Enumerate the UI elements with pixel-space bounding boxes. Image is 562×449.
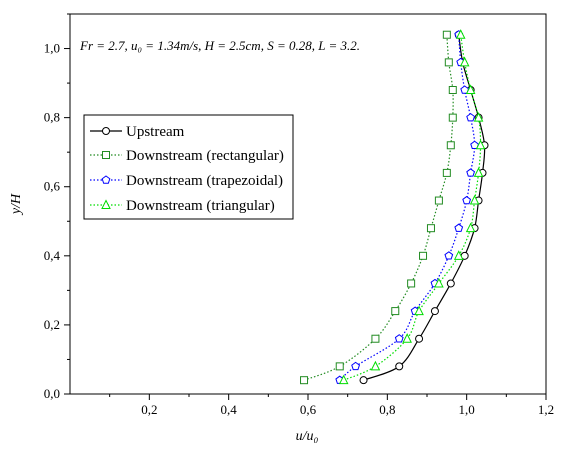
legend-label: Downstream (rectangular) (126, 148, 284, 164)
y-tick-label: 0,8 (44, 110, 60, 125)
legend-marker (102, 127, 110, 135)
data-point (448, 86, 457, 94)
series-1 (300, 30, 457, 385)
series-layer (300, 29, 489, 385)
data-point (453, 250, 464, 260)
data-point (465, 222, 476, 233)
data-point (300, 376, 309, 385)
legend-item: Upstream (90, 124, 185, 140)
data-point (442, 168, 451, 177)
data-point (470, 140, 479, 150)
y-tick-label: 0,4 (44, 248, 61, 263)
legend-item: Downstream (triangular) (90, 198, 275, 214)
data-point (391, 307, 400, 316)
legend-label: Downstream (trapezoidal) (126, 173, 283, 189)
legend-label: Downstream (triangular) (126, 198, 275, 214)
data-point (434, 277, 444, 288)
data-point (426, 224, 435, 233)
data-point (455, 29, 466, 39)
data-point (395, 362, 404, 371)
legend-marker (102, 151, 110, 159)
data-point (430, 307, 439, 316)
data-point (473, 167, 484, 177)
data-point (446, 279, 455, 288)
y-axis-title: y/H (9, 193, 24, 216)
data-point (414, 305, 424, 316)
legend: Upstream Downstream (rectangular) Downstre… (90, 124, 284, 214)
data-point (335, 362, 344, 371)
legend-item: Downstream (rectangular) (90, 148, 284, 164)
data-point (434, 196, 443, 205)
data-point (462, 195, 472, 205)
legend-box (83, 114, 294, 220)
data-point (370, 360, 381, 371)
y-tick-label: 0,6 (44, 179, 61, 194)
annotation-text: Fr = 2.7, u₀ = 1.34m/s, H = 2.5cm, S = 0… (79, 38, 360, 53)
data-point (359, 376, 368, 385)
data-point (473, 112, 484, 122)
data-point (407, 279, 416, 288)
y-tick-label: 0,0 (44, 386, 60, 401)
x-tick-label: 0,4 (221, 402, 238, 417)
data-point (454, 223, 464, 232)
x-axis: 0,2 0,4 0,6 0,8 1,0 1,2 (109, 394, 554, 417)
legend-label: Upstream (126, 124, 185, 140)
data-point (448, 113, 457, 122)
x-axis-title: u/u₀ (296, 429, 319, 444)
legend-item: Downstream (trapezoidal) (90, 173, 283, 189)
data-point (444, 251, 454, 260)
data-point (465, 84, 476, 94)
data-point (402, 333, 412, 343)
y-tick-label: 0,2 (44, 317, 60, 332)
legend-marker (101, 175, 111, 184)
legend-marker (101, 199, 111, 209)
x-tick-label: 0,8 (379, 402, 395, 417)
x-tick-label: 0,6 (300, 402, 317, 417)
series-3 (338, 29, 486, 385)
data-point (466, 113, 476, 122)
data-point (394, 334, 404, 343)
data-point (469, 194, 480, 205)
data-point (371, 334, 380, 343)
series-line (339, 34, 476, 381)
x-tick-label: 1,2 (538, 402, 554, 417)
x-tick-label: 1,0 (459, 402, 475, 417)
y-axis: 0,0 0,2 0,4 0,6 0,8 1,0 (44, 13, 70, 401)
data-point (338, 374, 349, 385)
data-point (351, 361, 360, 371)
data-point (475, 139, 486, 150)
y-tick-label: 1,0 (44, 41, 60, 56)
data-point (460, 85, 470, 94)
x-tick-label: 0,2 (141, 402, 157, 417)
data-point (446, 141, 455, 150)
data-point (442, 30, 451, 39)
data-point (459, 56, 470, 67)
data-point (415, 334, 424, 343)
data-point (444, 58, 453, 67)
data-point (466, 168, 476, 177)
data-point (419, 251, 428, 260)
